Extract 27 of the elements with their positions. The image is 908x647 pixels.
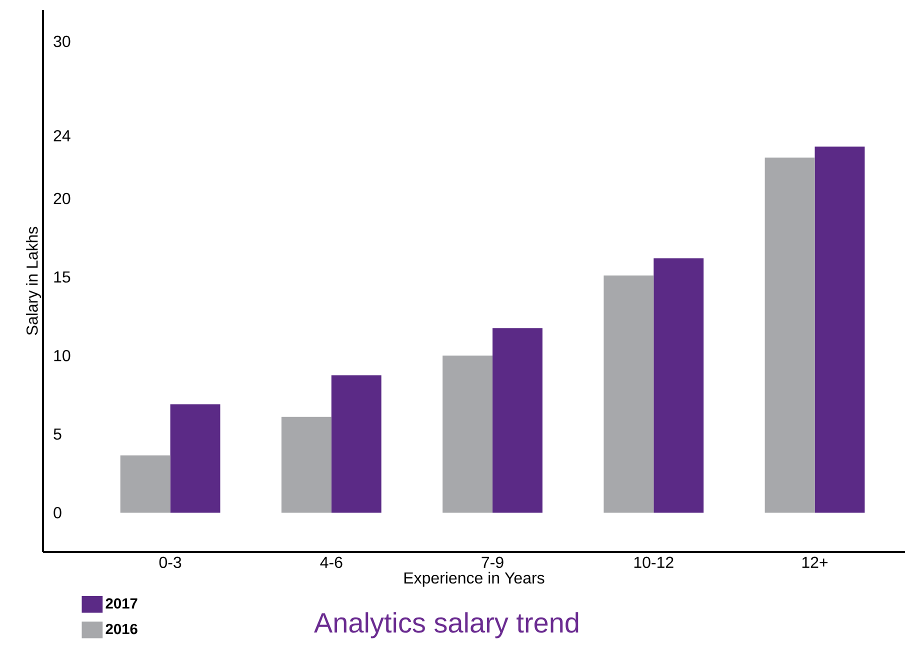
bar: [170, 404, 220, 513]
y-tick-label: 15: [54, 271, 70, 283]
x-tick-label: 4-6: [320, 556, 342, 568]
x-tick-label: 12+: [802, 556, 828, 568]
y-tick-label: 24: [54, 130, 70, 142]
bar: [281, 416, 332, 513]
bar: [814, 146, 865, 513]
legend-label: 2016: [106, 624, 138, 634]
bar: [442, 356, 493, 513]
y-tick-label: 5: [54, 428, 62, 440]
bar: [331, 375, 382, 513]
y-tick-label: 0: [54, 507, 62, 518]
x-tick-label: 7-9: [482, 556, 504, 568]
y-tick-label: 30: [54, 36, 70, 48]
bar: [120, 455, 170, 513]
bar: [764, 158, 815, 513]
bar: [654, 258, 704, 513]
y-axis-title: Salary in Lakhs: [26, 226, 41, 335]
text: Analytics salary trend: [314, 612, 578, 638]
bar: [604, 275, 654, 513]
bar: [492, 328, 542, 513]
y-tick-label: 20: [54, 192, 70, 204]
legend-label: 2017: [106, 598, 138, 609]
y-tick-label: 10: [54, 350, 70, 362]
x-axis-title: Experience in Years: [404, 572, 544, 587]
x-tick-label: 10-12: [634, 556, 674, 568]
x-tick-label: 0-3: [159, 556, 182, 568]
